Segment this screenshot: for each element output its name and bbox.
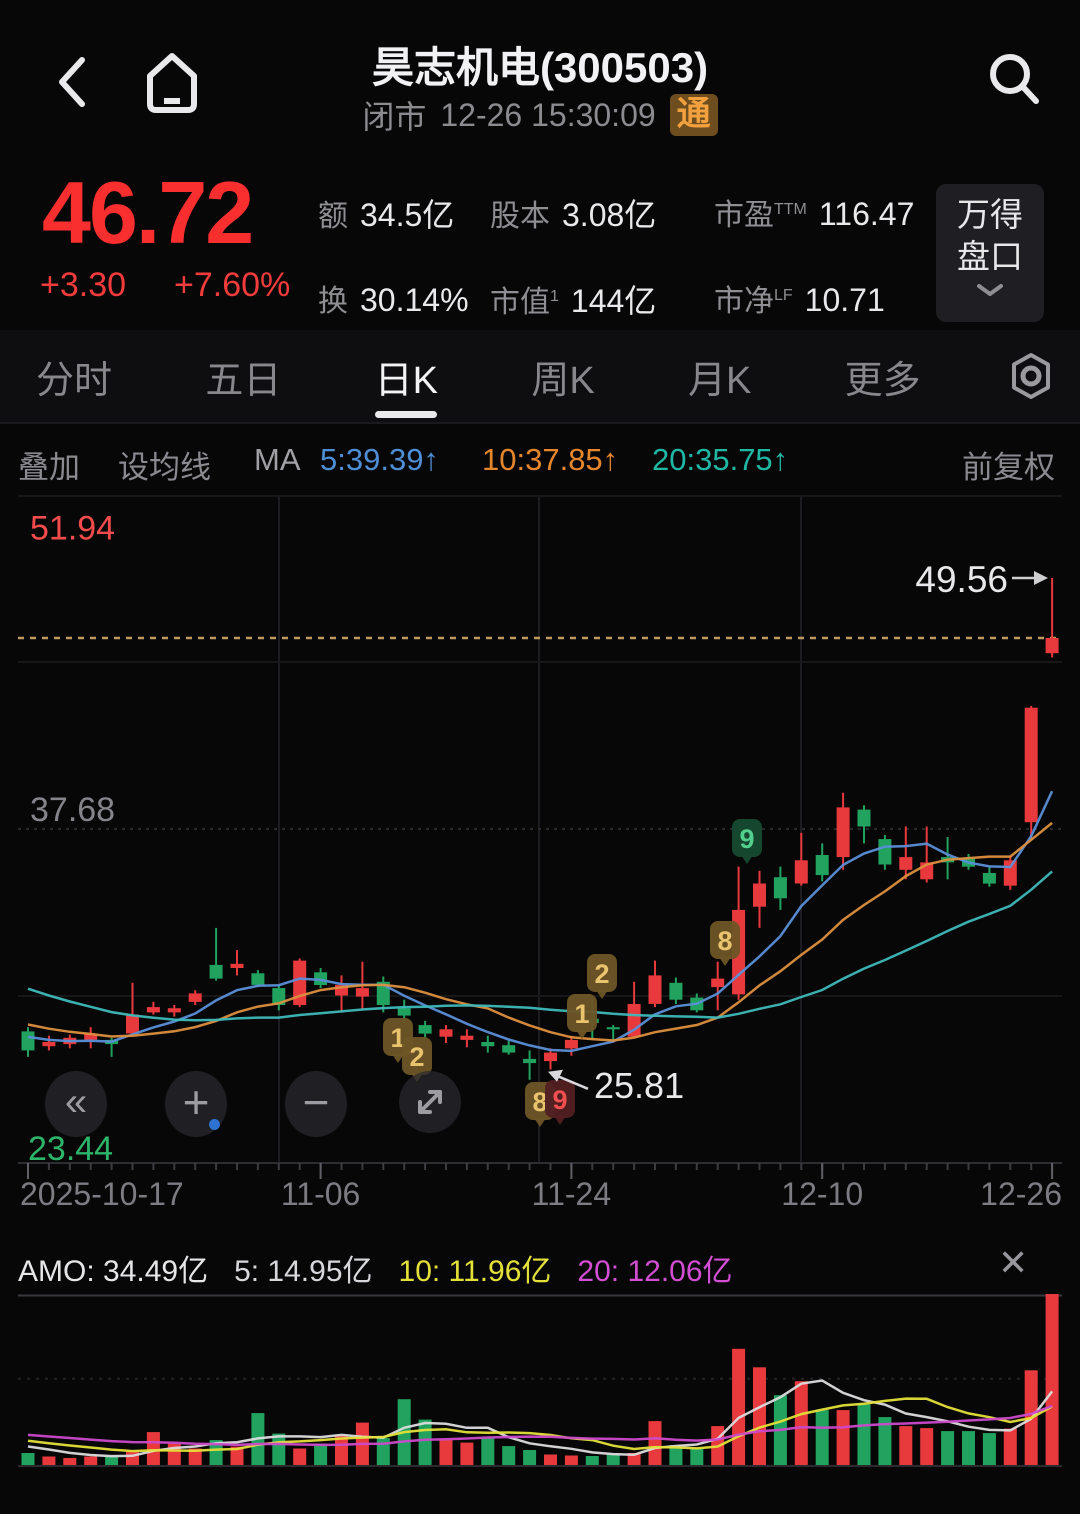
- stat-pe-ttm: 市盈TTM 116.47: [714, 196, 915, 232]
- quote-datetime: 12-26 15:30:09: [440, 96, 656, 133]
- stat-turnover: 换 30.14%: [318, 282, 469, 318]
- stat-amount: 额 34.5亿: [318, 197, 455, 233]
- tab-weekly-k[interactable]: 周K: [531, 359, 595, 402]
- overlay-button[interactable]: 叠加: [18, 450, 80, 485]
- svg-text:9: 9: [552, 1085, 567, 1115]
- price-candlestick-chart[interactable]: 128 9128925.8149.5651.9437.6823.442025-10…: [0, 495, 1080, 1215]
- svg-text:9: 9: [739, 824, 754, 854]
- signal-marker-2: 2: [587, 954, 617, 999]
- ma-label: MA: [254, 442, 301, 477]
- expand-diagonal-icon: [418, 1090, 442, 1114]
- volume-bar-chart[interactable]: [0, 1294, 1080, 1474]
- page-title: 昊志机电(300503): [371, 44, 709, 91]
- amo-legend-row: AMO: 34.49亿 5: 14.95亿 10: 11.96亿 20: 12.…: [18, 1246, 733, 1290]
- price-change: +3.30: [40, 266, 127, 304]
- tab-five-day[interactable]: 五日: [205, 359, 282, 402]
- pan-left-button[interactable]: «: [45, 1071, 107, 1137]
- signal-marker-8: 8: [710, 921, 740, 966]
- svg-text:25.81: 25.81: [594, 1065, 684, 1106]
- ma5-legend: 5:39.39↑: [320, 442, 439, 477]
- svg-text:11-24: 11-24: [532, 1176, 611, 1212]
- market-status-row: 闭市 12-26 15:30:09 通: [0, 92, 1080, 138]
- adjust-mode-button[interactable]: 前复权: [962, 450, 1055, 485]
- tab-monthly-k[interactable]: 月K: [688, 359, 752, 402]
- svg-text:2: 2: [594, 959, 609, 989]
- amo-ma5: 5: 14.95亿: [234, 1255, 373, 1288]
- signal-marker-2: 2: [402, 1037, 432, 1082]
- svg-text:12-10: 12-10: [781, 1176, 863, 1212]
- back-button[interactable]: [52, 52, 96, 117]
- stat-share-capital: 股本 3.08亿: [490, 197, 657, 233]
- home-icon: [147, 53, 197, 113]
- volume-ma5-line: [27, 1379, 1054, 1458]
- y-label-mid: 37.68: [30, 791, 115, 829]
- tab-daily-k[interactable]: 日K: [369, 335, 444, 418]
- svg-text:2025-10-17: 2025-10-17: [20, 1176, 184, 1212]
- signal-marker-9: 9: [732, 819, 762, 864]
- market-status: 闭市: [362, 99, 427, 135]
- tab-minute[interactable]: 分时: [36, 359, 113, 402]
- svg-text:11-06: 11-06: [281, 1176, 360, 1212]
- svg-text:2: 2: [409, 1042, 424, 1072]
- chart-settings-button[interactable]: [1008, 351, 1054, 401]
- low-annotation: 25.81: [548, 1065, 684, 1106]
- amo-ma10: 10: 11.96亿: [398, 1255, 552, 1288]
- ma-toolbar: 叠加 设均线 MA 5:39.39↑ 10:37.85↑ 20:35.75↑ 前…: [0, 424, 1080, 494]
- fullscreen-button[interactable]: [399, 1071, 461, 1133]
- hk-connect-badge: 通: [669, 94, 718, 136]
- touch-indicator-dot: [209, 1119, 220, 1130]
- tab-more[interactable]: 更多: [844, 359, 921, 402]
- chevron-left-icon: [59, 57, 85, 107]
- price-ma10-line: [27, 821, 1053, 1042]
- time-axis: 2025-10-17 11-06 11-24 12-10 12-26: [18, 1162, 1062, 1212]
- svg-text:8: 8: [717, 926, 732, 956]
- high-annotation: 49.56: [915, 559, 1048, 600]
- svg-text:49.56: 49.56: [915, 559, 1008, 600]
- ma20-legend: 20:35.75↑: [652, 442, 789, 477]
- volume-ma10-line: [27, 1397, 1053, 1453]
- search-icon: [990, 54, 1039, 104]
- chevron-down-icon: [977, 284, 1003, 296]
- price-ma5-line: [27, 790, 1054, 1053]
- y-label-max: 51.94: [30, 510, 115, 548]
- stat-market-cap: 市值1 144亿: [490, 283, 657, 319]
- svg-text:1: 1: [390, 1023, 405, 1053]
- signal-marker-1: 1: [567, 994, 597, 1039]
- set-ma-button[interactable]: 设均线: [118, 450, 211, 485]
- hex-nut-settings-icon: [1012, 353, 1050, 399]
- zoom-out-button[interactable]: −: [285, 1071, 347, 1137]
- close-volume-pane-button[interactable]: ✕: [998, 1242, 1029, 1283]
- stat-pb-lf: 市净LF 10.71: [714, 282, 885, 318]
- home-button[interactable]: [140, 46, 204, 123]
- svg-text:1: 1: [574, 999, 589, 1029]
- ma10-legend: 10:37.85↑: [482, 442, 619, 477]
- price-ma20-line: [27, 870, 1053, 1022]
- search-button[interactable]: [982, 46, 1046, 117]
- last-price: 46.72: [42, 163, 254, 262]
- svg-text:8: 8: [532, 1087, 547, 1117]
- period-tabbar: 分时 五日 日K 周K 月K 更多: [0, 330, 1080, 424]
- signal-marker-9: 9: [545, 1080, 575, 1125]
- wind-order-book-button[interactable]: 万得 盘口: [936, 184, 1044, 322]
- amo-ma20: 20: 12.06亿: [577, 1255, 733, 1288]
- volume-bars: [21, 1294, 1059, 1466]
- price-change-percent: +7.60%: [174, 266, 291, 304]
- amo-value: AMO: 34.49亿: [18, 1255, 209, 1288]
- svg-text:12-26: 12-26: [980, 1176, 1062, 1212]
- volume-ma20-line: [27, 1404, 1053, 1447]
- quote-stats: 额 34.5亿 股本 3.08亿 市盈TTM 116.47 换 30.14% 市值1 14…: [318, 190, 918, 322]
